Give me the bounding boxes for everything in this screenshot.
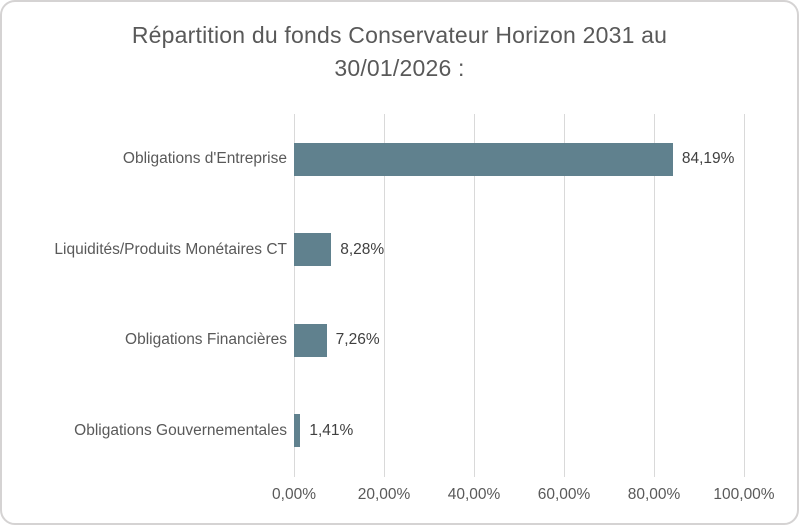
x-tick-label: 40,00% <box>447 486 501 503</box>
chart-title-line-1: Répartition du fonds Conservateur Horizo… <box>131 22 668 48</box>
chart-title: Répartition du fonds Conservateur Horizo… <box>62 19 737 85</box>
chart-title-line-2: 30/01/2026 : <box>334 55 465 81</box>
category-label: Obligations d'Entreprise <box>122 150 287 168</box>
gridline <box>383 114 385 477</box>
gridline <box>293 114 295 477</box>
bar[interactable] <box>294 323 327 357</box>
bar[interactable] <box>294 414 301 448</box>
bar[interactable] <box>294 233 332 267</box>
plot-area: 84,19% 8,28% 7,26% 1,41% <box>293 114 745 477</box>
category-label: Liquidités/Produits Monétaires CT <box>54 240 287 258</box>
category-axis: Obligations d'Entreprise Liquidités/Produ… <box>2 114 287 476</box>
x-tick-label: 60,00% <box>537 486 591 503</box>
bar-row: 1,41% <box>294 386 744 477</box>
bar-row: 84,19% <box>294 114 744 205</box>
bar[interactable] <box>294 142 673 176</box>
gridline <box>653 114 655 477</box>
category-label: Obligations Gouvernementales <box>74 421 287 439</box>
gridline <box>563 114 565 477</box>
bar-value-label: 7,26% <box>335 331 380 349</box>
bar-value-label: 84,19% <box>681 150 735 168</box>
x-tick-label: 100,00% <box>713 486 775 503</box>
x-tick-label: 20,00% <box>357 486 411 503</box>
bar-row: 7,26% <box>294 295 744 386</box>
gridline <box>473 114 475 477</box>
x-tick-label: 0,00% <box>272 486 316 503</box>
x-axis: 0,00% 20,00% 40,00% 60,00% 80,00% 100,00% <box>272 486 775 508</box>
gridline <box>743 114 745 477</box>
bar-value-label: 1,41% <box>309 421 354 439</box>
bar-value-label: 8,28% <box>340 240 385 258</box>
category-label: Obligations Financières <box>125 331 287 349</box>
x-tick-label: 80,00% <box>627 486 681 503</box>
bar-row: 8,28% <box>294 205 744 296</box>
